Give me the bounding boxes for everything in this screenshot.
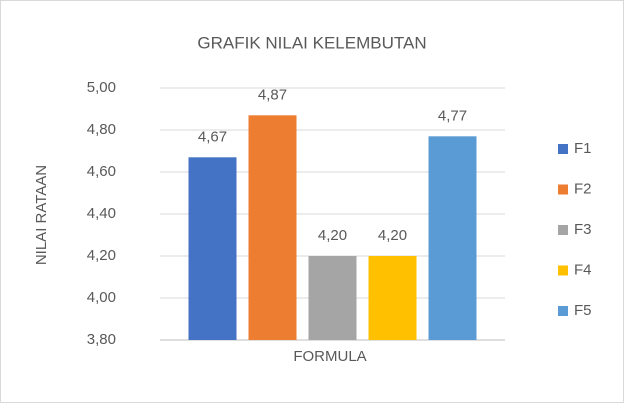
legend-swatch bbox=[558, 184, 568, 195]
y-tick-label: 4,00 bbox=[87, 289, 116, 306]
data-label: 4,77 bbox=[438, 107, 467, 124]
bar bbox=[428, 136, 477, 340]
y-tick-label: 4,20 bbox=[87, 247, 116, 264]
legend-label: F1 bbox=[574, 140, 592, 157]
data-label: 4,67 bbox=[198, 128, 227, 145]
legend-swatch bbox=[558, 225, 568, 235]
legend-swatch bbox=[558, 306, 568, 316]
legend-label: F5 bbox=[574, 302, 592, 319]
x-axis-title: FORMULA bbox=[293, 348, 366, 365]
data-label: 4,20 bbox=[378, 227, 407, 244]
legend-swatch bbox=[558, 265, 568, 276]
bar bbox=[248, 115, 297, 340]
bar bbox=[308, 256, 357, 340]
legend-label: F4 bbox=[574, 261, 592, 278]
bar bbox=[188, 157, 237, 340]
y-tick-label: 3,80 bbox=[87, 331, 116, 348]
chart-title: GRAFIK NILAI KELEMBUTAN bbox=[197, 33, 426, 52]
y-tick-label: 4,60 bbox=[87, 163, 116, 180]
data-label: 4,87 bbox=[258, 86, 287, 103]
legend-label: F2 bbox=[574, 180, 592, 197]
legend-label: F3 bbox=[574, 221, 592, 238]
legend-swatch bbox=[558, 144, 568, 154]
y-tick-label: 4,80 bbox=[87, 121, 116, 138]
y-axis-title: NILAI RATAAN bbox=[33, 165, 50, 265]
data-label: 4,20 bbox=[318, 227, 347, 244]
bar bbox=[368, 256, 417, 340]
y-tick-label: 4,40 bbox=[87, 205, 116, 222]
y-tick-label: 5,00 bbox=[87, 79, 116, 96]
